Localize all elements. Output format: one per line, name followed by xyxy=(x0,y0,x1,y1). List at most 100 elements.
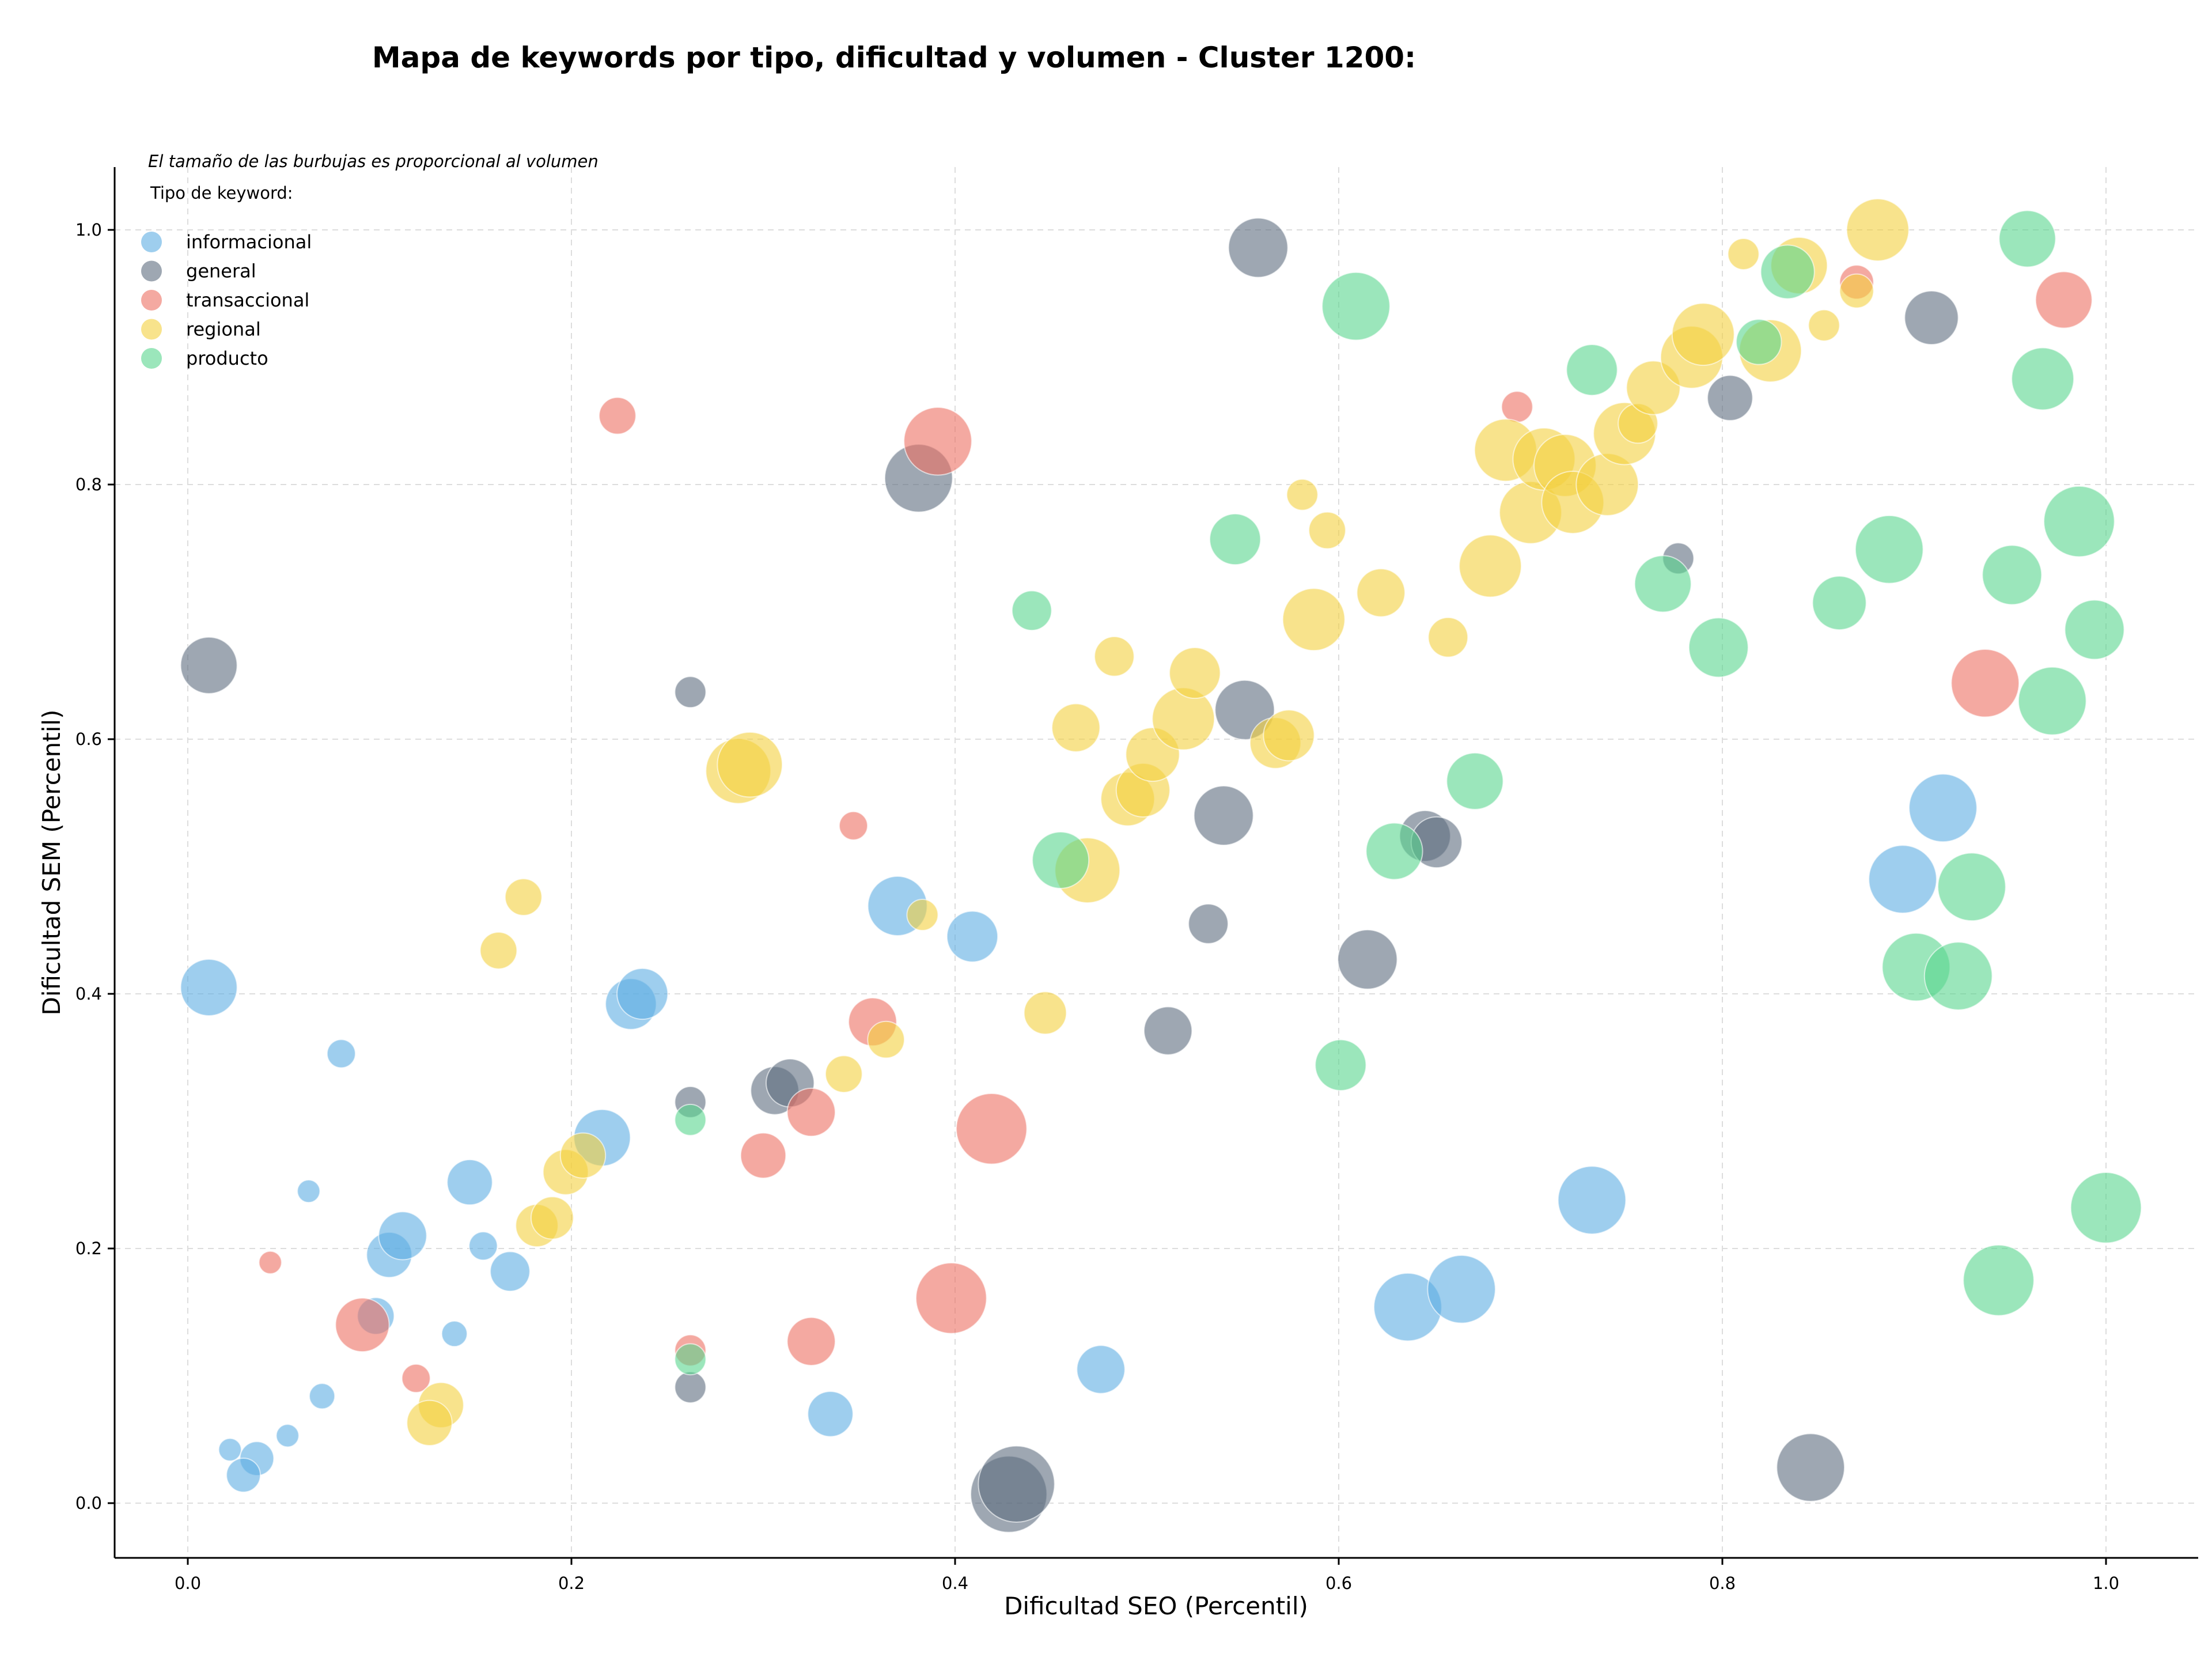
bubble-regional xyxy=(1459,534,1522,598)
bubble-producto xyxy=(1446,752,1504,810)
bubble-general xyxy=(180,636,238,694)
bubble-informacional xyxy=(226,1457,261,1493)
bubble-regional xyxy=(1427,616,1469,658)
bubble-general xyxy=(1228,217,1289,278)
bubble-informacional xyxy=(468,1231,498,1261)
bubble-informacional xyxy=(490,1251,531,1292)
bubble-regional xyxy=(717,731,783,798)
bubble-producto xyxy=(1365,822,1423,880)
bubble-regional xyxy=(1263,709,1315,762)
bubble-general xyxy=(1188,903,1229,944)
bubble-regional xyxy=(1671,302,1735,366)
bubble-producto xyxy=(1982,544,2043,606)
bubble-regional xyxy=(1846,198,1910,262)
bubble-regional xyxy=(1169,646,1221,699)
bubble-producto xyxy=(1566,344,1618,396)
bubble-regional xyxy=(479,932,518,970)
bubble-producto xyxy=(2011,347,2075,411)
legend-label-general: general xyxy=(186,260,256,282)
legend-label-regional: regional xyxy=(186,319,261,340)
bubble-regional xyxy=(1808,309,1840,342)
bubble-producto xyxy=(1032,831,1090,889)
bubble-layer xyxy=(180,198,2142,1533)
bubble-regional xyxy=(1152,687,1215,751)
bubble-regional xyxy=(825,1055,863,1094)
y-axis-label: Dificultad SEM (Percentil) xyxy=(37,710,66,1016)
bubble-transaccional xyxy=(1501,391,1533,423)
legend-marker-transaccional xyxy=(141,290,162,311)
bubble-transaccional xyxy=(786,1087,836,1137)
bubble-informacional xyxy=(275,1424,300,1448)
bubble-transaccional xyxy=(839,811,869,841)
bubble-regional xyxy=(530,1196,574,1240)
x-tick-label: 0.4 xyxy=(942,1573,968,1593)
bubble-general xyxy=(1776,1433,1845,1502)
bubble-regional xyxy=(559,1132,607,1179)
bubble-general xyxy=(1193,785,1254,846)
bubble-general xyxy=(674,676,707,709)
bubble-transaccional xyxy=(401,1363,431,1393)
bubble-transaccional xyxy=(786,1316,836,1366)
bubble-informacional xyxy=(326,1039,356,1069)
legend-marker-producto xyxy=(141,348,162,369)
legend-title: Tipo de keyword: xyxy=(150,183,293,203)
bubble-general xyxy=(978,1445,1055,1523)
bubble-general xyxy=(674,1371,707,1403)
x-axis-label: Dificultad SEO (Percentil) xyxy=(1004,1592,1308,1620)
legend-label-informacional: informacional xyxy=(186,231,312,253)
bubble-informacional xyxy=(946,910,999,963)
bubble-producto xyxy=(1688,617,1749,678)
x-tick-label: 0.8 xyxy=(1709,1573,1736,1593)
tick-layer: 0.0 0.0 0.2 0.2 0.4 0.4 0.6 0.6 0.8 0.8 1.0 1.0 xyxy=(75,220,2119,1593)
bubble-transaccional xyxy=(2035,271,2093,329)
bubble-producto xyxy=(1923,941,1993,1011)
y-tick-label: 0.2 xyxy=(75,1239,102,1258)
bubble-producto xyxy=(1760,244,1815,300)
bubble-producto xyxy=(1998,210,2056,268)
bubble-regional xyxy=(1286,478,1319,511)
legend: Tipo de keyword: informacional general tra… xyxy=(141,183,312,369)
bubble-regional xyxy=(1282,588,1346,652)
bubble-producto xyxy=(674,1343,707,1376)
bubble-transaccional xyxy=(740,1132,787,1179)
legend-marker-general xyxy=(141,260,162,282)
bubble-regional xyxy=(1094,636,1135,677)
bubble-informacional xyxy=(180,958,238,1016)
bubble-producto xyxy=(2043,485,2115,558)
y-tick-label: 0.6 xyxy=(75,729,102,749)
bubble-informacional xyxy=(446,1159,493,1206)
bubble-regional xyxy=(906,899,939,931)
bubble-regional xyxy=(1051,703,1101,752)
bubble-regional xyxy=(1356,568,1406,618)
bubble-regional xyxy=(1727,238,1760,270)
bubble-producto xyxy=(1937,852,2006,922)
bubble-producto xyxy=(1736,319,1782,365)
bubble-general xyxy=(1337,929,1398,990)
y-tick-label: 0.8 xyxy=(75,475,102,494)
legend-marker-regional xyxy=(141,319,162,340)
x-tick-label: 0.0 xyxy=(175,1573,201,1593)
x-tick-label: 1.0 xyxy=(2093,1573,2119,1593)
bubble-informacional xyxy=(1076,1345,1126,1394)
bubble-informacional xyxy=(378,1211,427,1261)
bubble-producto xyxy=(1812,575,1867,631)
x-tick-label: 0.2 xyxy=(558,1573,585,1593)
x-tick-label: 0.6 xyxy=(1325,1573,1352,1593)
bubble-regional xyxy=(406,1399,453,1446)
y-tick-label: 1.0 xyxy=(75,220,102,240)
bubble-informacional xyxy=(441,1321,468,1348)
bubble-transaccional xyxy=(956,1093,1028,1165)
bubble-regional xyxy=(1023,991,1067,1035)
bubble-informacional xyxy=(807,1391,854,1437)
bubble-regional xyxy=(504,878,543,916)
bubble-producto xyxy=(2017,666,2087,736)
y-tick-label: 0.0 xyxy=(75,1493,102,1513)
legend-marker-informacional xyxy=(141,232,162,252)
bubble-general xyxy=(1904,290,1959,346)
y-tick-label: 0.4 xyxy=(75,984,102,1004)
bubble-producto xyxy=(1209,513,1262,566)
bubble-regional xyxy=(1839,273,1874,309)
bubble-general xyxy=(1707,374,1753,421)
axes xyxy=(113,167,2198,1559)
